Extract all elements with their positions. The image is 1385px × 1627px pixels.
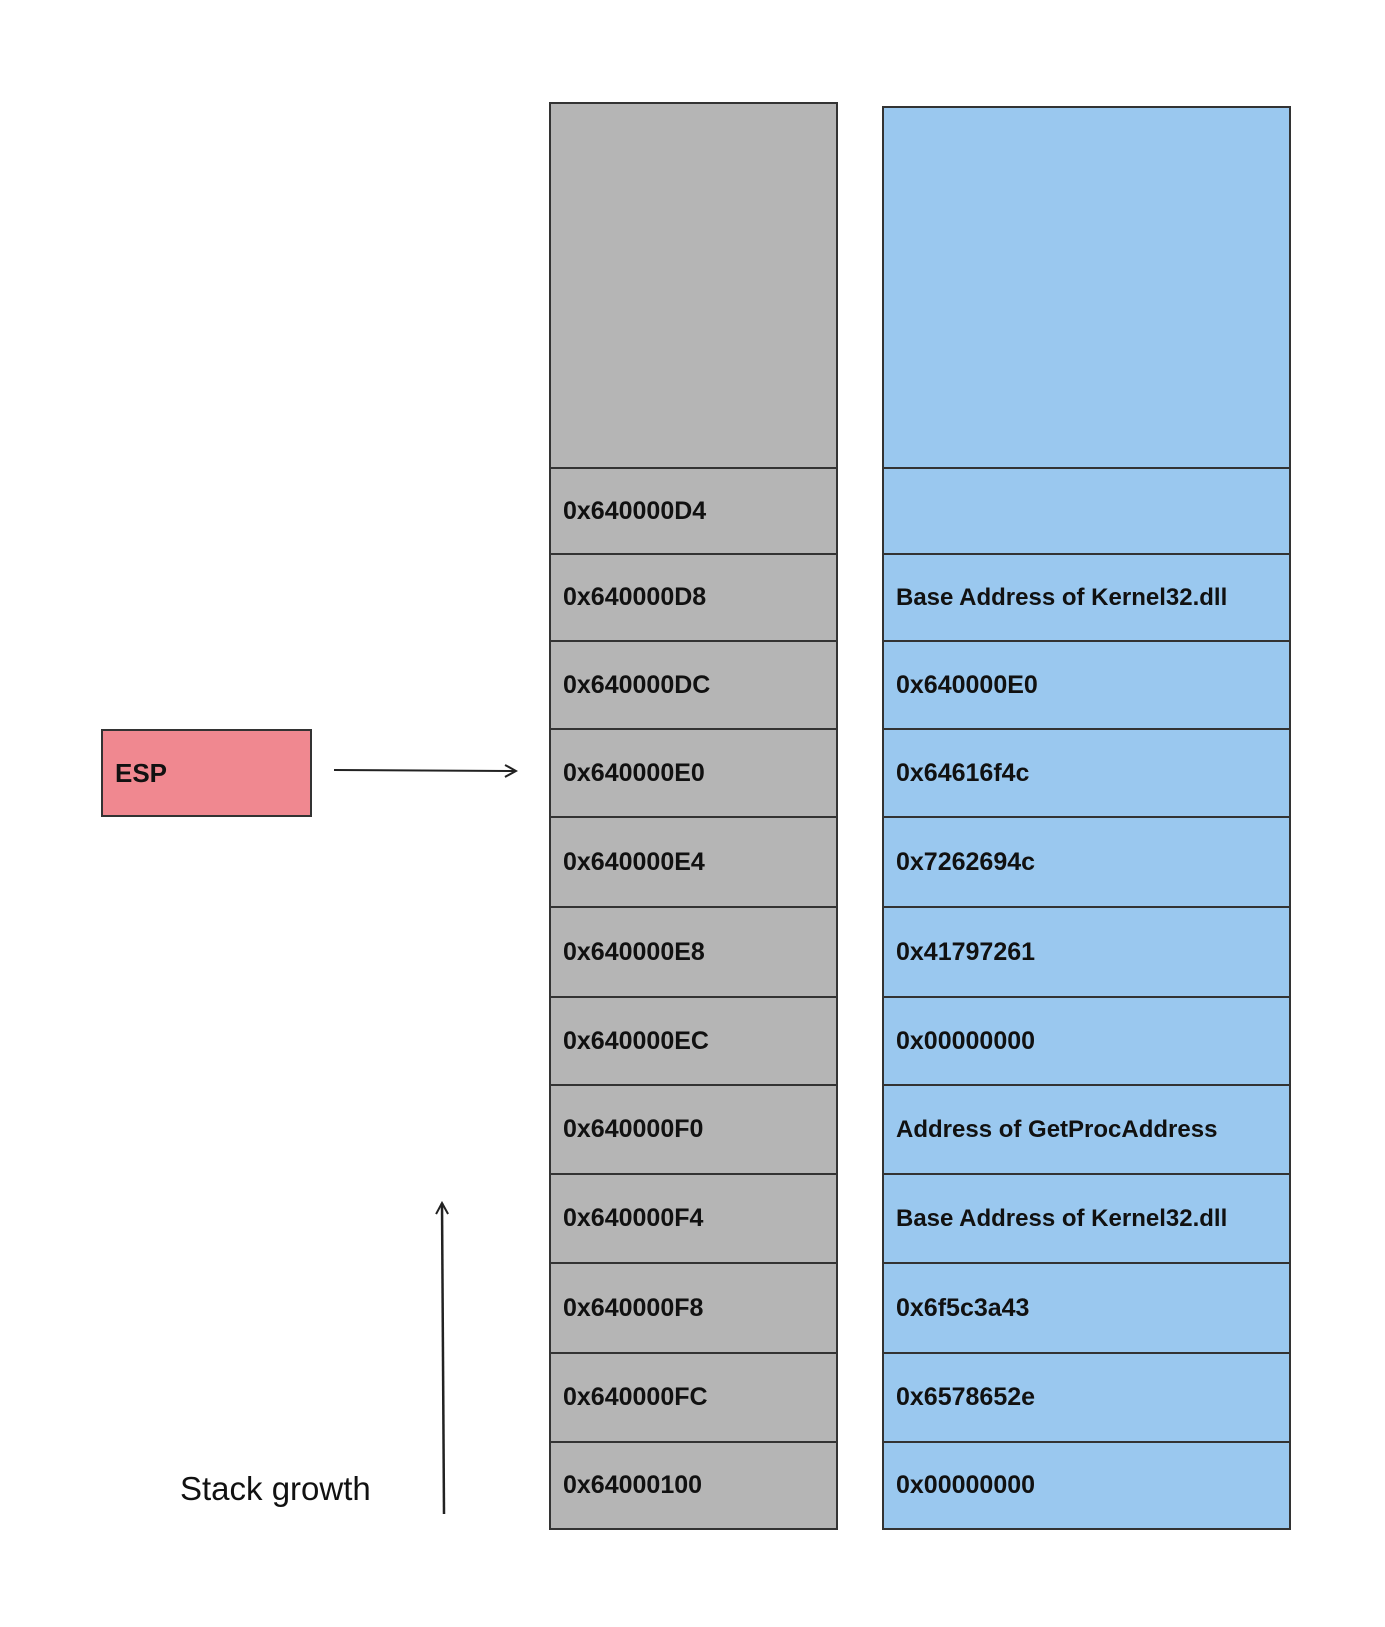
esp-pointer-arrow [333,770,516,771]
stack-value-cell: 0x6f5c3a43 [882,1262,1291,1354]
stack-address-cell: 0x640000FC [549,1352,838,1443]
esp-label: ESP [115,757,168,788]
stack-value-cell [882,467,1291,555]
stack-address-cell: 0x640000EC [549,996,838,1086]
stack-value-cell: 0x6578652e [882,1352,1291,1443]
stack-value-cell: 0x00000000 [882,996,1291,1086]
stack-value-cell: 0x640000E0 [882,640,1291,730]
stack-address-cell: 0x640000F8 [549,1262,838,1354]
stack-value-cell: 0x41797261 [882,906,1291,998]
stack-value-cell: 0x00000000 [882,1441,1291,1530]
stack-address-cell: 0x64000100 [549,1441,838,1530]
address-column-empty-region [549,102,838,469]
stack-address-cell: 0x640000E8 [549,906,838,998]
stack-growth-label: Stack growth [180,1470,371,1507]
stack-value-cell: 0x64616f4c [882,728,1291,818]
stack-address-cell: 0x640000D8 [549,553,838,642]
value-column-empty-region [882,106,1291,469]
esp-register-box: ESP [101,729,312,817]
stack-value-cell: Base Address of Kernel32.dll [882,1173,1291,1264]
stack-value-cell: 0x7262694c [882,816,1291,908]
stack-value-cell: Base Address of Kernel32.dll [882,553,1291,642]
stack-growth-arrow [442,1203,444,1515]
